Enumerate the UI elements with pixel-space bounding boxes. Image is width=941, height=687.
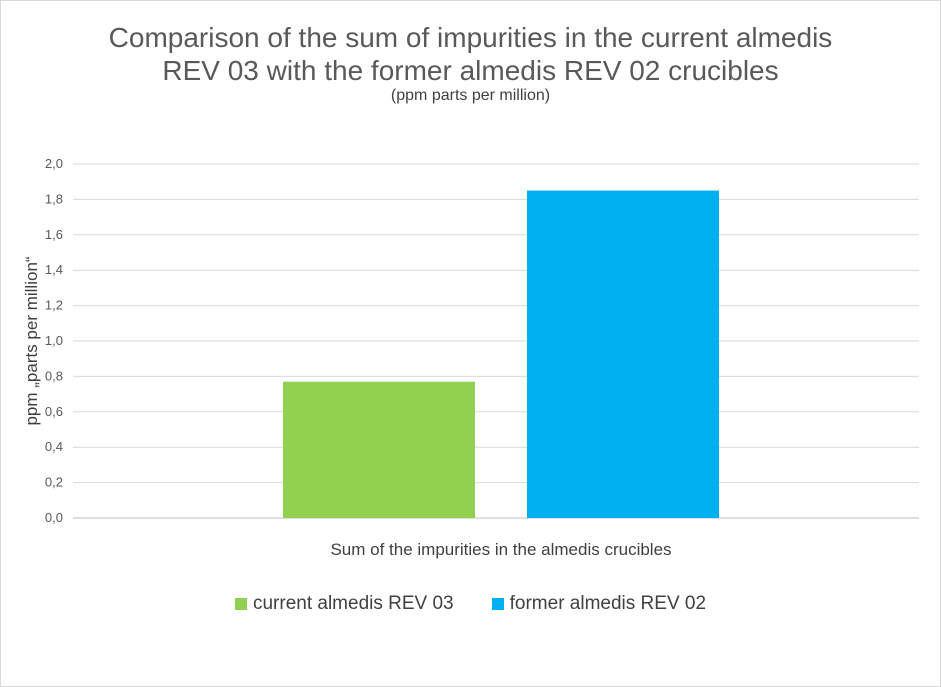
chart-title-line-1: Comparison of the sum of impurities in t… (108, 22, 833, 53)
y-tick-label-8: 1,6 (45, 227, 63, 242)
y-tick-label-10: 2,0 (45, 156, 63, 171)
legend-item-current: current almedis REV 03 (234, 593, 454, 615)
y-tick-label-9: 1,8 (45, 191, 63, 206)
legend-swatch-former (491, 598, 504, 610)
y-tick-label-0: 0,0 (45, 510, 63, 525)
y-tick-label-5: 1,0 (45, 333, 63, 348)
bar-1 (527, 190, 719, 519)
x-axis-title: Sum of the impurities in the almedis cru… (330, 540, 671, 559)
legend-swatch-current (234, 598, 247, 610)
y-axis-title: ppm „parts per million“ (22, 256, 41, 425)
chart-title-line-2: REV 03 with the former almedis REV 02 cr… (162, 55, 779, 86)
y-tick-label-7: 1,4 (45, 262, 63, 277)
y-tick-label-6: 1,2 (45, 298, 63, 313)
legend-item-former: former almedis REV 02 (491, 593, 707, 615)
y-tick-label-3: 0,6 (45, 404, 63, 419)
bar-0 (283, 381, 475, 518)
legend: current almedis REV 03 former almedis RE… (1, 593, 940, 615)
chart-subtitle: (ppm parts per million) (390, 87, 551, 104)
y-tick-label-2: 0,4 (45, 439, 63, 454)
y-tick-label-1: 0,2 (45, 475, 63, 490)
y-tick-label-4: 0,8 (45, 368, 63, 383)
legend-label-current: current almedis REV 03 (252, 593, 454, 614)
legend-label-former: former almedis REV 02 (509, 593, 707, 614)
